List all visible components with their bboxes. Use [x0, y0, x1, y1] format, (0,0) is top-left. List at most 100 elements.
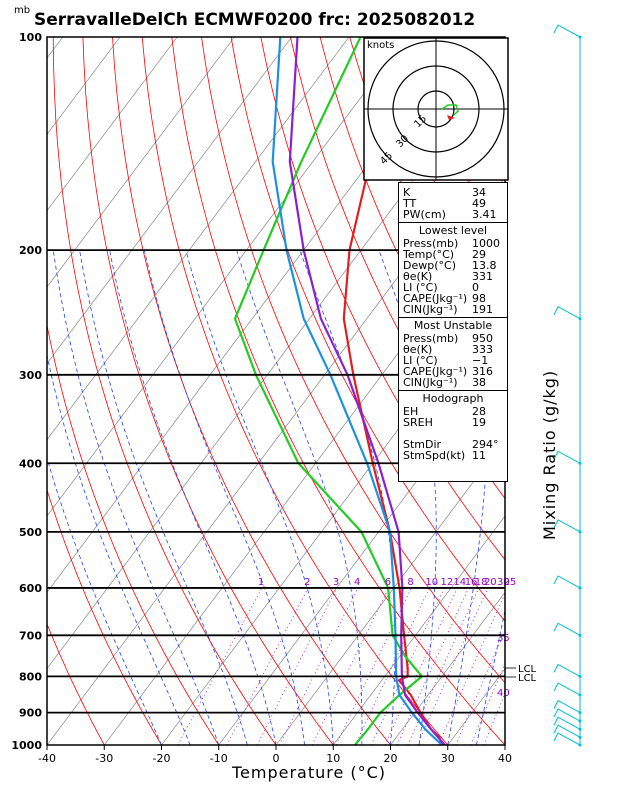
- y-tick-label: 100: [19, 31, 42, 44]
- index-value: 3.41: [472, 208, 497, 221]
- moist-adiabat: [185, 249, 334, 745]
- index-key: TT: [403, 197, 417, 210]
- dry-adiabat: [171, 37, 505, 745]
- mixing-ratio-label: 2: [304, 577, 310, 588]
- hodograph-values: EH 28 SREH 19 StmDir 294° StmSpd(kt) 11: [399, 406, 507, 461]
- mixing-ratio-line: [177, 587, 263, 745]
- wind-barb: [553, 24, 581, 38]
- dry-adiabat: [47, 488, 162, 745]
- index-row: CAPE(Jkg⁻¹) 316: [399, 366, 507, 377]
- index-row: LI (°C) −1: [399, 355, 507, 366]
- hodograph-trace: [441, 104, 459, 116]
- index-row: K 34: [399, 187, 507, 198]
- chart-title: SerravalleDelCh ECMWF0200 frc: 202508201…: [34, 10, 476, 30]
- y-tick-label: 900: [19, 707, 42, 720]
- x-axis-label: Temperature (°C): [231, 763, 387, 782]
- mixing-ratio-label: 6: [385, 577, 391, 588]
- wind-barb-dot: [578, 674, 582, 678]
- index-value: 1000: [472, 237, 500, 250]
- index-row: EH 28: [399, 406, 507, 417]
- mixing-ratio-line: [311, 587, 390, 745]
- mixing-ratio-line: [226, 587, 309, 745]
- wind-barb: [553, 716, 581, 730]
- wind-barb: [553, 575, 581, 589]
- wind-barb: [553, 306, 581, 320]
- stability-indices: K 34 TT 49 PW(cm) 3.41: [399, 187, 507, 220]
- mixing-ratio-label: 25: [504, 577, 517, 588]
- index-value: 950: [472, 332, 493, 345]
- mixing-ratio-label: Mixing Ratio (g/kg): [540, 369, 559, 540]
- moist-adiabat: [109, 250, 277, 745]
- y-tick-label: 600: [19, 582, 42, 595]
- most-unstable-heading: Most Unstable: [399, 317, 507, 333]
- mixing-ratio-label: 10: [425, 577, 438, 588]
- index-value: −1: [472, 354, 489, 367]
- index-row: StmDir 294°: [399, 439, 507, 450]
- index-key: Temp(°C): [403, 248, 455, 261]
- wind-barb-dot: [578, 35, 582, 39]
- index-row: TT 49: [399, 198, 507, 209]
- x-tick-label: 30: [441, 752, 455, 765]
- index-row: SREH 19: [399, 417, 507, 428]
- index-row: Press(mb) 950: [399, 333, 507, 344]
- mixing-ratio-label: 16: [465, 577, 478, 588]
- hodograph-units: knots: [367, 40, 394, 51]
- wind-barb: [553, 682, 581, 696]
- y-tick-label: 500: [19, 526, 42, 539]
- index-value: 34: [472, 186, 486, 199]
- index-value: 333: [472, 343, 493, 356]
- index-key: θe(K): [403, 270, 433, 283]
- index-value: 11: [472, 449, 486, 462]
- index-value: 19: [472, 416, 486, 429]
- index-key: SREH: [403, 416, 433, 429]
- wind-barb-dot: [578, 586, 582, 590]
- index-value: 316: [472, 365, 493, 378]
- wind-barb-dot: [578, 461, 582, 465]
- x-tick-label: 0: [273, 752, 280, 765]
- dry-adiabat: [47, 623, 105, 745]
- index-row: PW(cm) 3.41: [399, 209, 507, 220]
- index-key: CIN(Jkg⁻¹): [403, 303, 458, 316]
- dry-adiabat: [141, 37, 449, 745]
- index-row: θe(K) 331: [399, 271, 507, 282]
- index-key: StmDir: [403, 438, 442, 451]
- wind-barb-dot: [578, 743, 582, 747]
- x-tick-label: 40: [498, 752, 512, 765]
- y-tick-label: 300: [19, 369, 42, 382]
- isotherm: [0, 37, 6, 745]
- index-key: LI (°C): [403, 354, 438, 367]
- parcel-lowest-line: [271, 37, 443, 745]
- plot-area: [0, 37, 505, 745]
- mixing-ratio-label: 35: [497, 633, 510, 644]
- mixing-ratio-label: 4: [354, 577, 360, 588]
- mixing-ratio-label: 1: [258, 577, 264, 588]
- index-row: StmSpd(kt) 11: [399, 450, 507, 461]
- index-key: Dewp(°C): [403, 259, 456, 272]
- index-value: 49: [472, 197, 486, 210]
- index-key: LI (°C): [403, 281, 438, 294]
- dry-adiabat: [201, 37, 505, 684]
- wind-barb: [553, 724, 581, 738]
- index-panel: K 34 TT 49 PW(cm) 3.41 Lowest level Press(mb)…: [398, 182, 508, 482]
- wind-barb-dot: [578, 633, 582, 637]
- hodograph-heading: Hodograph: [399, 390, 507, 406]
- isotherm: [390, 591, 505, 745]
- mixing-ratio-line: [483, 692, 505, 745]
- dry-adiabat: [112, 37, 391, 745]
- isotherm: [333, 515, 505, 745]
- mixing-ratio-label: 30: [497, 577, 510, 588]
- isotherm: [104, 210, 505, 745]
- wind-barb: [553, 699, 581, 714]
- wind-barb: [553, 732, 581, 746]
- index-value: 0: [472, 281, 479, 294]
- index-value: 98: [472, 292, 486, 305]
- isotherm: [47, 37, 292, 364]
- isotherm: [275, 439, 505, 745]
- isotherm: [47, 37, 350, 441]
- wind-barb-dot: [578, 719, 582, 723]
- mixing-ratio-line: [438, 592, 505, 745]
- isotherm: [47, 37, 407, 517]
- index-value: 191: [472, 303, 493, 316]
- wind-barb: [553, 663, 581, 677]
- index-row: Temp(°C) 29: [399, 249, 507, 260]
